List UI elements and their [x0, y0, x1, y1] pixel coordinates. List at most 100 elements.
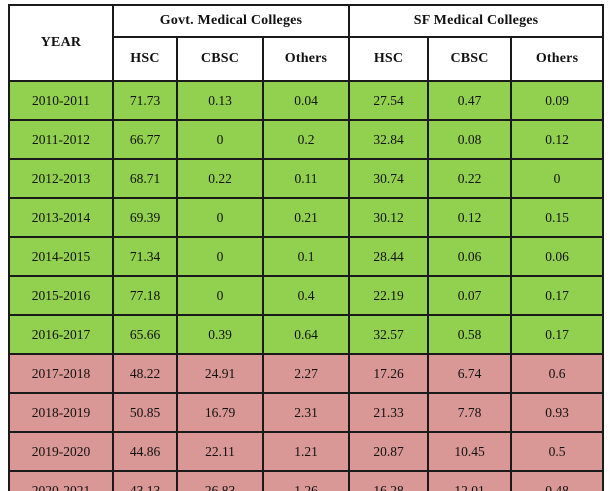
govt-colleges-group-header: Govt. Medical Colleges	[111, 4, 351, 38]
value-cell: 24.91	[176, 353, 264, 394]
value-cell: 0.12	[510, 119, 605, 160]
value-cell: 20.87	[348, 431, 430, 472]
value-cell: 2.27	[261, 353, 351, 394]
table-row: 2019-2020 44.86 22.11 1.21 20.87 10.45 0.5	[8, 431, 605, 472]
value-cell: 0.04	[261, 80, 351, 121]
value-cell: 0.22	[176, 158, 264, 199]
value-cell: 0.07	[427, 275, 513, 316]
table-row: 2012-2013 68.71 0.22 0.11 30.74 0.22 0	[8, 158, 605, 199]
value-cell: 21.33	[348, 392, 430, 433]
value-cell: 12.01	[427, 470, 513, 491]
value-cell: 0.13	[176, 80, 264, 121]
value-cell: 68.71	[112, 158, 178, 199]
value-cell: 0.2	[261, 119, 351, 160]
value-cell: 0.48	[510, 470, 605, 491]
value-cell: 0	[510, 158, 605, 199]
value-cell: 1.26	[261, 470, 351, 491]
year-cell: 2015-2016	[8, 275, 114, 316]
value-cell: 0.58	[427, 314, 513, 355]
year-column-header: YEAR	[8, 4, 114, 82]
value-cell: 48.22	[112, 353, 178, 394]
value-cell: 0.17	[510, 275, 605, 316]
value-cell: 0.08	[427, 119, 513, 160]
value-cell: 27.54	[348, 80, 430, 121]
value-cell: 0.5	[510, 431, 605, 472]
year-cell: 2019-2020	[8, 431, 114, 472]
table-row: 2016-2017 65.66 0.39 0.64 32.57 0.58 0.17	[8, 314, 605, 355]
value-cell: 0.6	[510, 353, 605, 394]
value-cell: 0.21	[261, 197, 351, 238]
value-cell: 71.73	[112, 80, 178, 121]
value-cell: 0.64	[261, 314, 351, 355]
value-cell: 17.26	[348, 353, 430, 394]
value-cell: 26.83	[176, 470, 264, 491]
value-cell: 22.11	[176, 431, 264, 472]
value-cell: 44.86	[112, 431, 178, 472]
value-cell: 0.11	[261, 158, 351, 199]
table-row: 2014-2015 71.34 0 0.1 28.44 0.06 0.06	[8, 236, 605, 277]
sf-hsc-header: HSC	[348, 36, 430, 82]
value-cell: 0	[176, 197, 264, 238]
sf-others-header: Others	[510, 36, 605, 82]
table-header: YEAR Govt. Medical Colleges SF Medical C…	[8, 4, 605, 82]
table-body: 2010-2011 71.73 0.13 0.04 27.54 0.47 0.09 2011-…	[8, 80, 605, 491]
header-group-row: YEAR Govt. Medical Colleges SF Medical C…	[8, 4, 605, 82]
value-cell: 0	[176, 275, 264, 316]
value-cell: 0.15	[510, 197, 605, 238]
header-subcolumn-row: HSC CBSC Others HSC CBSC Others	[9, 36, 605, 82]
medical-college-admissions-table: YEAR Govt. Medical Colleges SF Medical C…	[8, 4, 605, 491]
value-cell: 0	[176, 119, 264, 160]
govt-hsc-header: HSC	[112, 36, 178, 82]
value-cell: 77.18	[112, 275, 178, 316]
value-cell: 43.13	[112, 470, 178, 491]
value-cell: 0.4	[261, 275, 351, 316]
table-row: 2013-2014 69.39 0 0.21 30.12 0.12 0.15	[8, 197, 605, 238]
sf-cbsc-header: CBSC	[427, 36, 513, 82]
value-cell: 0.47	[427, 80, 513, 121]
value-cell: 1.21	[261, 431, 351, 472]
govt-cbsc-header: CBSC	[176, 36, 264, 82]
value-cell: 2.31	[261, 392, 351, 433]
value-cell: 66.77	[112, 119, 178, 160]
table-row: 2015-2016 77.18 0 0.4 22.19 0.07 0.17	[8, 275, 605, 316]
value-cell: 0.17	[510, 314, 605, 355]
value-cell: 71.34	[112, 236, 178, 277]
table-row: 2018-2019 50.85 16.79 2.31 21.33 7.78 0.93	[8, 392, 605, 433]
govt-others-header: Others	[261, 36, 351, 82]
value-cell: 30.12	[348, 197, 430, 238]
value-cell: 22.19	[348, 275, 430, 316]
value-cell: 0.06	[510, 236, 605, 277]
value-cell: 32.84	[348, 119, 430, 160]
value-cell: 0.09	[510, 80, 605, 121]
value-cell: 0.12	[427, 197, 513, 238]
value-cell: 16.79	[176, 392, 264, 433]
value-cell: 0.1	[261, 236, 351, 277]
year-cell: 2017-2018	[8, 353, 114, 394]
year-cell: 2012-2013	[8, 158, 114, 199]
table-row: 2010-2011 71.73 0.13 0.04 27.54 0.47 0.09	[8, 80, 605, 121]
table-row: 2020-2021 43.13 26.83 1.26 16.28 12.01 0.48	[8, 470, 605, 491]
year-cell: 2013-2014	[8, 197, 114, 238]
year-cell: 2016-2017	[8, 314, 114, 355]
table-row: 2011-2012 66.77 0 0.2 32.84 0.08 0.12	[8, 119, 605, 160]
sf-colleges-group-header: SF Medical Colleges	[348, 4, 605, 38]
value-cell: 0.39	[176, 314, 264, 355]
value-cell: 30.74	[348, 158, 430, 199]
year-cell: 2010-2011	[8, 80, 114, 121]
value-cell: 0.93	[510, 392, 605, 433]
value-cell: 69.39	[112, 197, 178, 238]
value-cell: 7.78	[427, 392, 513, 433]
value-cell: 28.44	[348, 236, 430, 277]
value-cell: 0.06	[427, 236, 513, 277]
value-cell: 16.28	[348, 470, 430, 491]
value-cell: 65.66	[112, 314, 178, 355]
value-cell: 0	[176, 236, 264, 277]
year-cell: 2011-2012	[8, 119, 114, 160]
year-cell: 2020-2021	[8, 470, 114, 491]
value-cell: 6.74	[427, 353, 513, 394]
value-cell: 10.45	[427, 431, 513, 472]
table-row: 2017-2018 48.22 24.91 2.27 17.26 6.74 0.6	[8, 353, 605, 394]
value-cell: 50.85	[112, 392, 178, 433]
year-cell: 2014-2015	[8, 236, 114, 277]
